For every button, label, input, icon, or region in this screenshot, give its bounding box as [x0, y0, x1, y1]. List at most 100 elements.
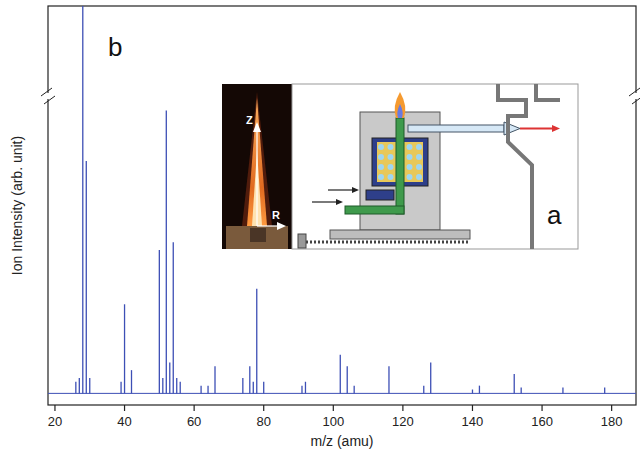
x-ticks: 20406080100120140160180: [48, 405, 623, 429]
photo-axis-label: Z: [246, 114, 253, 126]
peak: [173, 242, 174, 393]
x-tick: [472, 405, 473, 411]
cooling-dot: [378, 164, 384, 170]
x-tick: [402, 405, 403, 411]
sampling-probe: [408, 125, 504, 132]
burner-photo-center: [250, 228, 266, 242]
z-arrowhead: [253, 122, 261, 132]
side-tube: [366, 190, 394, 200]
flow-arrowhead: [352, 187, 359, 193]
flow-arrow: [328, 189, 356, 190]
peak: [169, 362, 170, 393]
break-line: [632, 96, 640, 104]
cooling-dot: [416, 154, 422, 160]
cooling-dot: [388, 154, 394, 160]
cooling-dot: [378, 154, 384, 160]
r-arrowhead: [277, 222, 286, 230]
flow-arrow: [312, 201, 340, 202]
peak: [305, 382, 306, 394]
peak: [521, 388, 522, 394]
peak: [159, 250, 160, 393]
peak: [75, 382, 76, 394]
knob: [298, 234, 306, 248]
peak: [514, 374, 515, 393]
screw: [306, 241, 470, 244]
spectrum: [48, 6, 636, 393]
peak: [263, 382, 264, 394]
peak: [249, 366, 250, 393]
cooling-dot: [416, 164, 422, 170]
peak: [242, 378, 243, 393]
peak: [388, 366, 389, 393]
cooling-dot: [378, 144, 384, 150]
break-line: [629, 88, 640, 96]
cooling-dot: [388, 164, 394, 170]
cooling-dot: [388, 144, 394, 150]
peak: [176, 378, 177, 393]
x-tick: [54, 405, 55, 411]
x-tick: [611, 405, 612, 411]
cooling-dot: [416, 174, 422, 180]
peak: [166, 111, 167, 394]
flame: [247, 98, 267, 226]
peak: [347, 366, 348, 393]
cooling-dot: [388, 174, 394, 180]
flame-glow: [242, 92, 272, 226]
break-line: [44, 96, 55, 104]
x-tick: [263, 405, 264, 411]
x-tick: [541, 405, 542, 411]
x-tick-label: 120: [392, 414, 414, 429]
peak: [207, 386, 208, 394]
peak: [180, 382, 181, 394]
peak: [79, 378, 80, 393]
x-tick-label: 100: [322, 414, 344, 429]
cooling-dot: [407, 154, 413, 160]
peak: [340, 355, 341, 394]
peak: [200, 386, 201, 394]
peak: [430, 362, 431, 393]
axis-break: [629, 88, 640, 104]
inset: ZRa: [222, 84, 578, 249]
peak: [120, 382, 121, 394]
r-arrow: [257, 225, 280, 226]
peak: [479, 386, 480, 394]
x-tick-label: 180: [601, 414, 623, 429]
x-axis-title: m/z (amu): [311, 433, 374, 449]
x-tick-label: 160: [531, 414, 553, 429]
peak: [82, 6, 83, 393]
beam-arrowhead: [552, 125, 560, 132]
x-tick-label: 140: [462, 414, 484, 429]
x-tick: [333, 405, 334, 411]
panel-label: b: [108, 32, 122, 62]
chart: 20406080100120140160180m/z (amu)Ion Inte…: [0, 0, 640, 460]
peak: [472, 390, 473, 394]
peak: [89, 378, 90, 393]
x-tick: [194, 405, 195, 411]
photo-bg: [222, 84, 292, 249]
flow-arrowhead: [336, 199, 343, 205]
peak: [86, 161, 87, 393]
peak: [604, 388, 605, 394]
burner-photo: [226, 226, 288, 249]
cooling-dot: [416, 144, 422, 150]
x-tick-label: 40: [117, 414, 131, 429]
peak: [354, 386, 355, 394]
baseline: [48, 393, 636, 394]
cooling-dot: [378, 174, 384, 180]
x-tick: [124, 405, 125, 411]
peak: [301, 386, 302, 394]
x-tick-label: 60: [187, 414, 201, 429]
peak: [131, 370, 132, 393]
y-axis-title: Ion Intensity (arb. unit): [9, 136, 25, 275]
peak: [124, 304, 125, 393]
axis-break: [41, 88, 55, 104]
x-tick-label: 20: [48, 414, 62, 429]
plot-frame: [48, 6, 636, 405]
schematic-bg: [292, 84, 578, 249]
peak: [214, 366, 215, 393]
cooling-dot: [407, 174, 413, 180]
fuel-tube: [396, 118, 404, 214]
z-arrow: [256, 128, 257, 226]
peak: [256, 289, 257, 394]
peak: [562, 388, 563, 394]
